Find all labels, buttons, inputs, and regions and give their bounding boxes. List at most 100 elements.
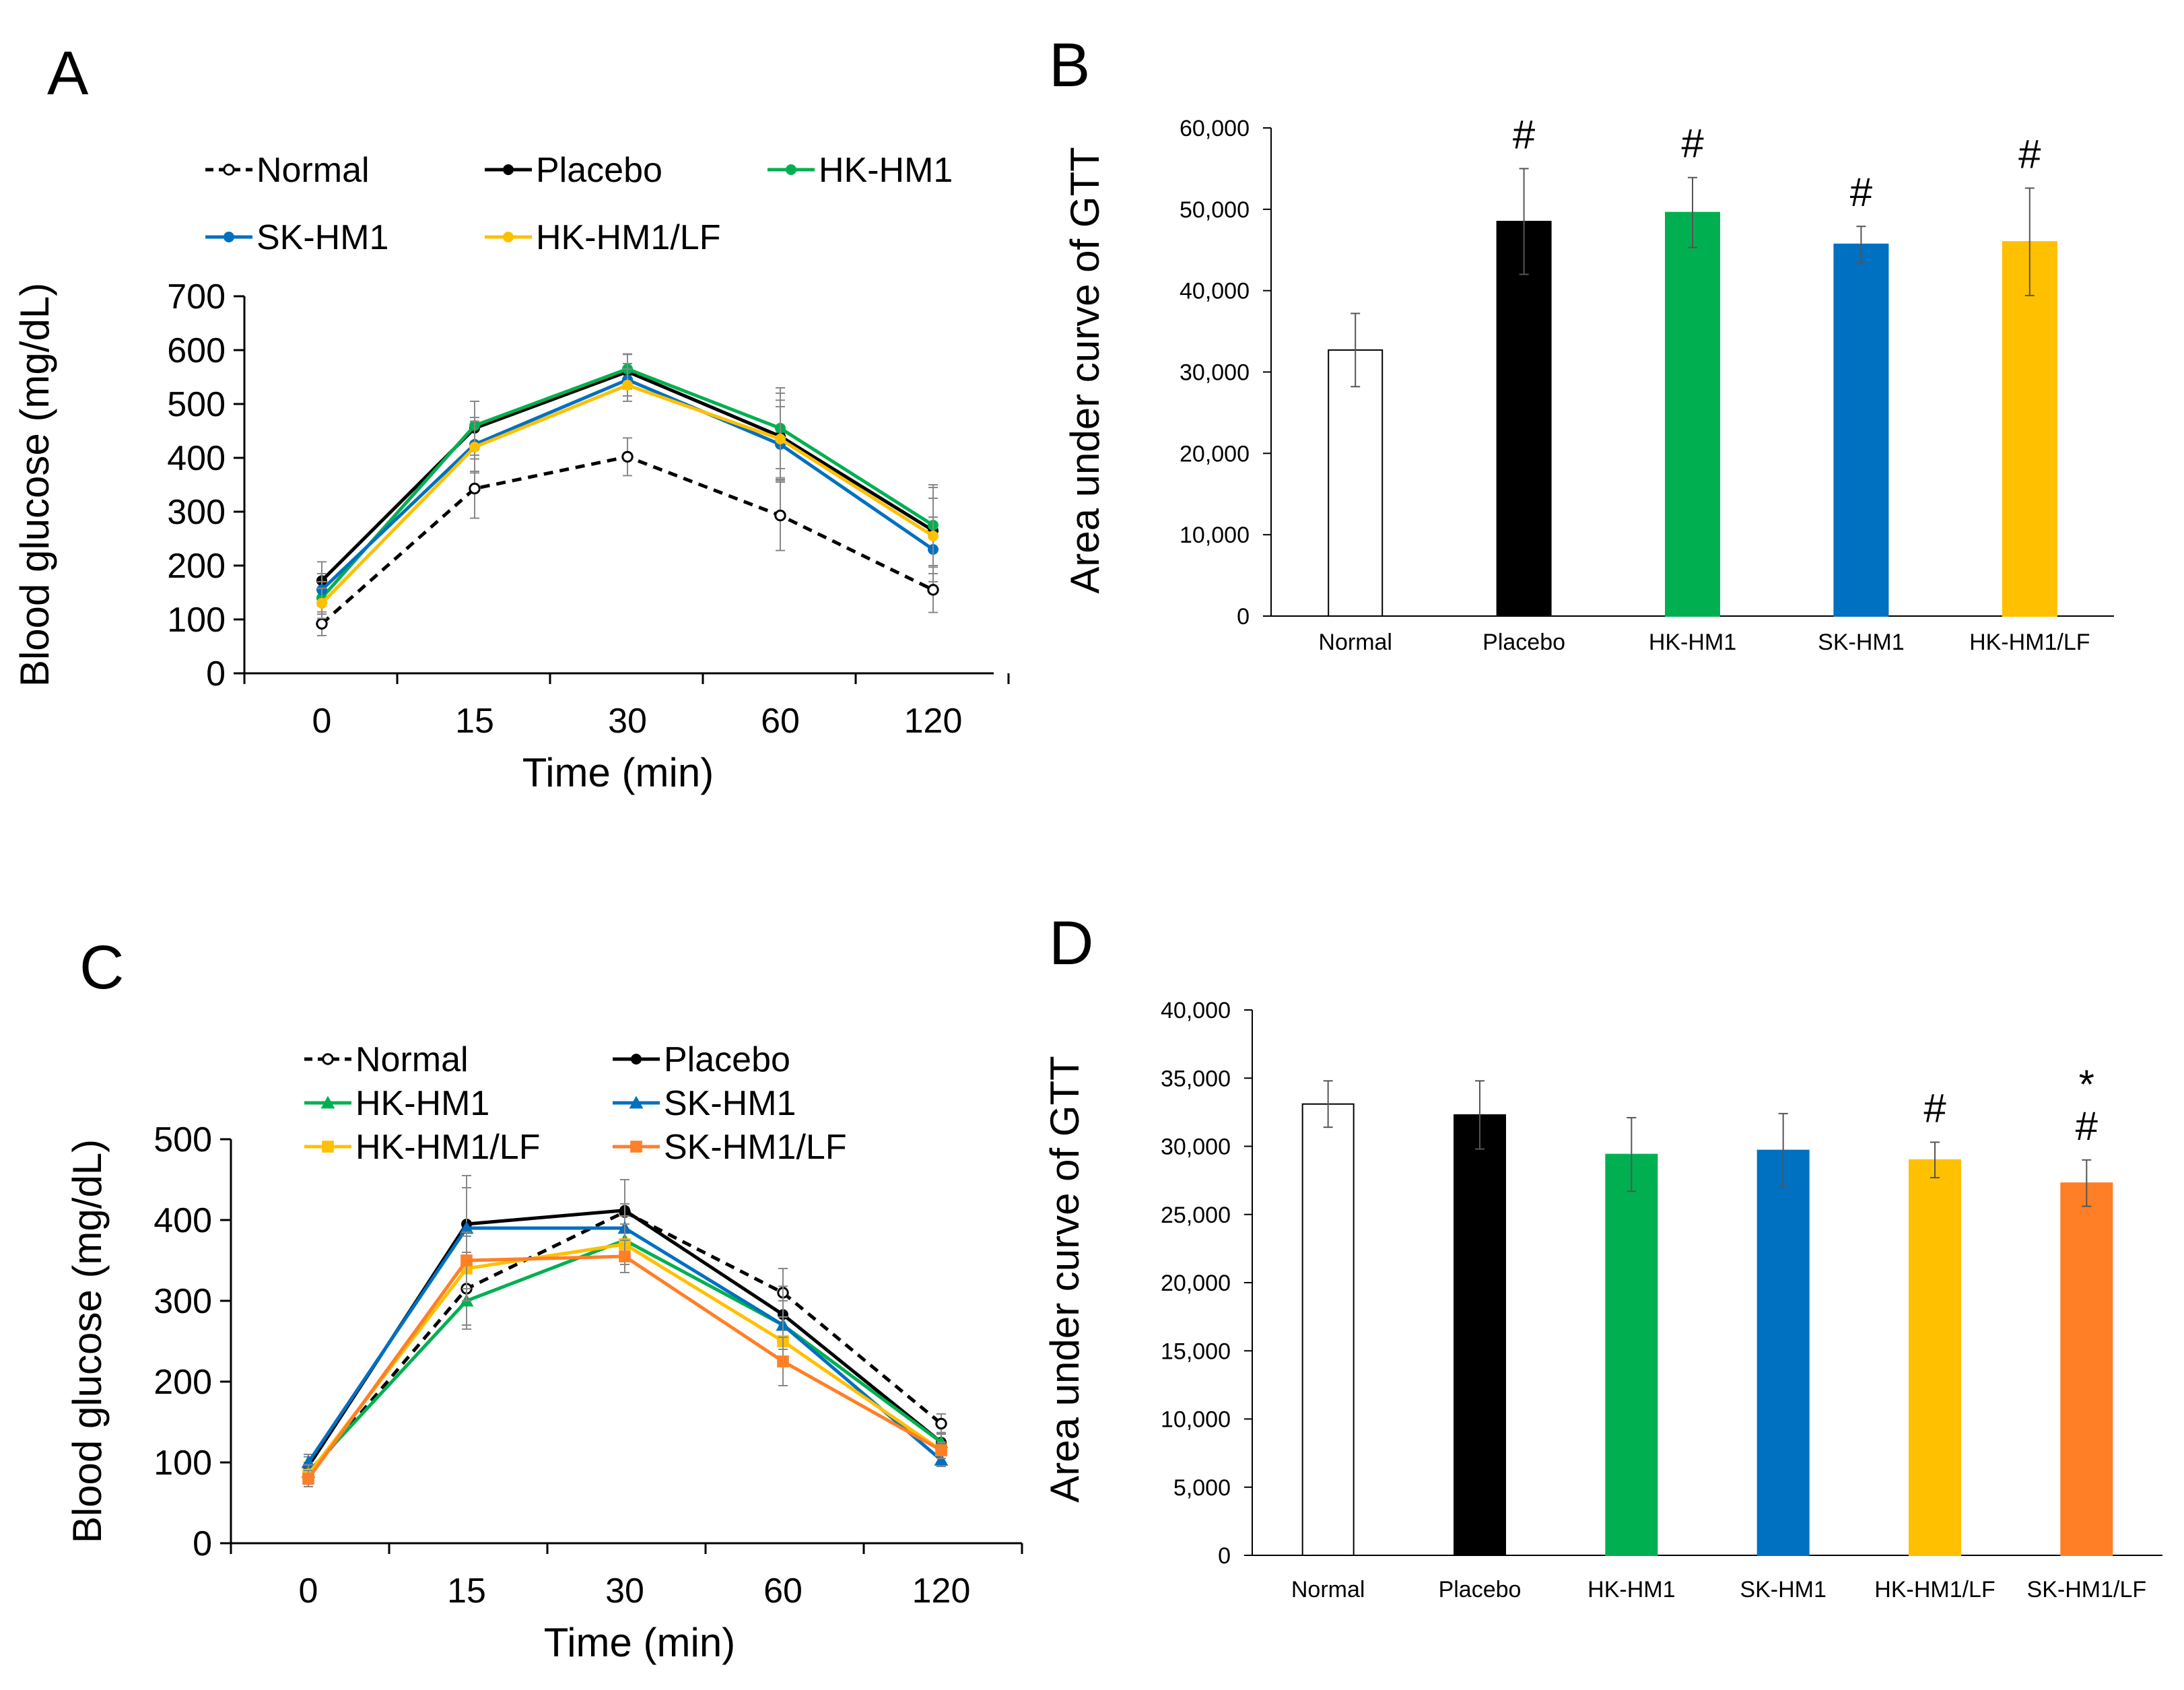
panel-letter: B <box>1049 31 1090 100</box>
y-tick-label: 0 <box>193 1524 212 1563</box>
legend-entry: Normal <box>205 151 370 190</box>
y-tick-label: 600 <box>167 331 226 370</box>
legend-marker <box>629 1095 644 1109</box>
y-tick-label: 500 <box>153 1120 212 1159</box>
significance-marker: * <box>2079 1062 2094 1107</box>
y-tick-label: 0 <box>1218 1543 1231 1569</box>
x-tick-label: 30 <box>608 702 647 741</box>
y-tick-label: 15,000 <box>1161 1339 1231 1364</box>
x-tick-label: HK-HM1 <box>1588 1577 1675 1602</box>
y-tick-label: 100 <box>167 601 226 640</box>
panel-letter: D <box>1049 909 1093 978</box>
x-tick-label: Normal <box>1318 630 1392 655</box>
panel-a-line-chart: A 0 100 200 300 400 500 600 700 0 15 30 60 120 Time (m… <box>12 39 1010 795</box>
y-tick-label: 50,000 <box>1180 197 1250 223</box>
data-point <box>469 482 481 495</box>
series-sk-hm1-lf <box>302 1231 947 1487</box>
legend-marker <box>503 164 514 175</box>
series-hk-hm1-lf <box>316 368 939 619</box>
y-axis-title: Blood glucose (mg/dL) <box>12 283 57 687</box>
legend-entry: HK-HM1 <box>304 1084 489 1123</box>
legend-entry: SK-HM1/LF <box>613 1128 847 1167</box>
legend-marker <box>630 1141 642 1153</box>
legend-marker <box>223 164 235 176</box>
y-tick-label: 400 <box>153 1201 212 1240</box>
legend-marker <box>224 232 234 242</box>
data-point <box>316 617 328 630</box>
y-tick-label: 500 <box>167 385 226 424</box>
data-point <box>775 434 786 444</box>
data-point <box>935 1444 947 1456</box>
x-tick-label: 120 <box>912 1571 971 1611</box>
x-tick-label: Normal <box>1291 1577 1365 1602</box>
data-point <box>777 1355 789 1367</box>
x-tick-label: HK-HM1/LF <box>1969 630 2090 655</box>
y-tick-label: 40,000 <box>1161 998 1231 1023</box>
y-tick-label: 20,000 <box>1180 441 1250 467</box>
y-tick-label: 35,000 <box>1161 1066 1231 1091</box>
bar <box>1328 349 1384 617</box>
series-line <box>307 1210 943 1476</box>
y-axis-title: Area under curve of GTT <box>1062 147 1107 594</box>
y-tick-label: 40,000 <box>1180 279 1250 304</box>
bar <box>1756 1149 1810 1556</box>
significance-marker: # <box>1850 170 1873 215</box>
significance-marker: # <box>1923 1085 1946 1130</box>
y-tick-label: 300 <box>153 1282 212 1321</box>
y-tick-label: 30,000 <box>1180 360 1250 386</box>
x-tick-label: 0 <box>299 1571 318 1611</box>
significance-marker: # <box>1513 112 1536 157</box>
legend-entry: Normal <box>304 1040 469 1079</box>
legend-label: Normal <box>355 1040 469 1079</box>
data-point <box>621 450 634 463</box>
data-point <box>459 1221 474 1234</box>
data-point <box>927 584 939 596</box>
y-tick-label: 200 <box>167 547 226 586</box>
x-tick-label: 60 <box>763 1571 803 1611</box>
x-tick-label: Placebo <box>1482 630 1565 655</box>
data-point <box>460 1254 473 1266</box>
panel-c-line-chart: C 0 100 200 300 400 500 0 15 30 60 120 Time (min) Blo… <box>65 933 1023 1665</box>
y-tick-label: 10,000 <box>1161 1407 1231 1433</box>
bar <box>2002 241 2057 617</box>
legend-entry: HK-HM1/LF <box>485 218 720 257</box>
x-axis-title: Time (min) <box>544 1620 735 1665</box>
legend-marker <box>786 164 796 175</box>
bar <box>1454 1114 1506 1557</box>
legend-entry: SK-HM1 <box>613 1084 796 1123</box>
x-tick-label: Placebo <box>1439 1577 1522 1602</box>
legend-entry: HK-HM1/LF <box>304 1128 540 1167</box>
legend-entry: SK-HM1 <box>205 218 388 257</box>
y-tick-label: 200 <box>153 1363 212 1402</box>
x-tick-label: SK-HM1 <box>1740 1577 1826 1602</box>
y-tick-label: 5,000 <box>1173 1475 1231 1501</box>
legend-marker <box>322 1141 334 1153</box>
significance-marker: # <box>2018 131 2041 176</box>
y-tick-label: 100 <box>153 1444 212 1483</box>
legend-label: SK-HM1 <box>664 1084 796 1123</box>
y-tick-label: 10,000 <box>1180 522 1250 548</box>
panel-letter: A <box>47 39 89 108</box>
legend-entry: HK-HM1 <box>767 151 953 190</box>
bar <box>1605 1153 1658 1556</box>
y-tick-label: 700 <box>167 277 226 316</box>
y-tick-label: 400 <box>167 439 226 478</box>
y-tick-label: 0 <box>1237 604 1250 630</box>
significance-marker: # <box>1681 121 1704 166</box>
bar <box>2060 1182 2113 1557</box>
data-point <box>934 1453 949 1466</box>
legend-label: SK-HM1 <box>257 218 388 257</box>
data-point <box>935 1417 947 1430</box>
y-tick-label: 25,000 <box>1161 1203 1231 1228</box>
panel-d-bar-chart: D 0 5,000 10,000 15,000 20,000 25,000 30,000 35,… <box>1042 909 2162 1602</box>
x-axis-title: Time (min) <box>522 750 714 795</box>
y-axis-title: Blood glucose (mg/dL) <box>65 1139 110 1543</box>
y-tick-label: 300 <box>167 493 226 532</box>
legend-label: Placebo <box>536 151 662 190</box>
x-tick-label: 0 <box>312 702 332 741</box>
x-tick-label: 15 <box>447 1571 486 1611</box>
legend-label: HK-HM1/LF <box>355 1128 540 1167</box>
bar <box>1833 243 1889 617</box>
legend-entry: Placebo <box>613 1040 790 1079</box>
